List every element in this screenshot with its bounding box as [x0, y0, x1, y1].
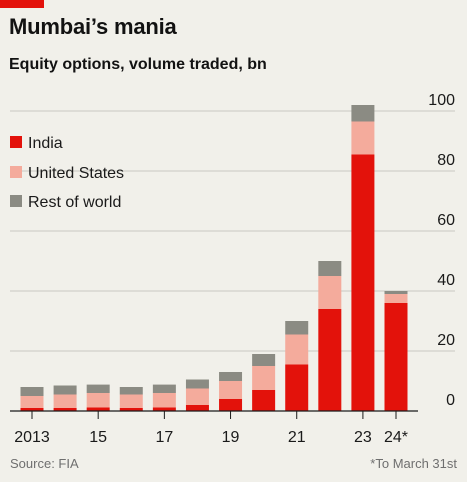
bar-segment-rest-of-world [252, 354, 276, 366]
y-tick-label: 100 [428, 92, 455, 109]
chart-subtitle: Equity options, volume traded, bn [9, 56, 267, 73]
footnote: *To March 31st [370, 456, 457, 471]
bar-segment-united-states [318, 276, 342, 309]
x-tick-label: 15 [89, 429, 107, 446]
bar-segment-rest-of-world [152, 384, 176, 393]
bar-segment-india [53, 408, 77, 411]
bar-segment-rest-of-world [219, 372, 243, 381]
y-tick-label: 60 [437, 212, 455, 229]
x-tick-label: 19 [222, 429, 240, 446]
bar-segment-rest-of-world [285, 321, 309, 335]
bar-segment-united-states [86, 393, 110, 408]
y-tick-label: 0 [446, 392, 455, 409]
y-tick-label: 40 [437, 272, 455, 289]
bar-segment-rest-of-world [53, 385, 77, 395]
bar-segment-india [351, 154, 375, 411]
bar-segment-india [252, 390, 276, 411]
bar-segment-rest-of-world [119, 387, 143, 395]
bar-segment-rest-of-world [351, 105, 375, 122]
legend-label: India [28, 135, 63, 152]
bar-segment-rest-of-world [86, 384, 110, 393]
chart-title: Mumbai’s mania [9, 14, 177, 39]
bar-segment-united-states [185, 388, 209, 405]
bar-segment-india [20, 408, 44, 411]
bar-segment-united-states [219, 381, 243, 399]
legend-label: Rest of world [28, 194, 121, 211]
legend-swatch [10, 136, 22, 148]
legend-swatch [10, 195, 22, 207]
bar-segment-united-states [53, 394, 77, 408]
bar-segment-united-states [285, 334, 309, 365]
legend-label: United States [28, 165, 124, 182]
legend-swatch [10, 166, 22, 178]
bar-segment-united-states [119, 394, 143, 408]
bar-segment-india [86, 407, 110, 411]
bar-segment-india [152, 407, 176, 411]
x-tick-label: 21 [288, 429, 306, 446]
bar-segment-united-states [252, 366, 276, 390]
bar-segment-united-states [20, 396, 44, 408]
bar-segment-united-states [152, 393, 176, 408]
y-tick-label: 20 [437, 332, 455, 349]
x-tick-label: 17 [155, 429, 173, 446]
bar-segment-india [119, 408, 143, 411]
bar-segment-rest-of-world [384, 291, 408, 294]
source-note: Source: FIA [10, 456, 79, 471]
bar-segment-united-states [351, 121, 375, 155]
bar-segment-india [219, 399, 243, 411]
brand-tab [0, 0, 44, 8]
x-tick-label: 24* [384, 429, 408, 446]
bar-segment-india [185, 405, 209, 411]
bar-segment-rest-of-world [185, 379, 209, 389]
bar-segment-india [384, 303, 408, 411]
bar-segment-rest-of-world [20, 387, 44, 396]
x-tick-label: 2013 [14, 429, 50, 446]
y-tick-label: 80 [437, 152, 455, 169]
x-tick-label: 23 [354, 429, 372, 446]
bar-segment-india [318, 309, 342, 411]
bar-segment-india [285, 364, 309, 411]
bar-segment-united-states [384, 294, 408, 303]
bar-segment-rest-of-world [318, 261, 342, 276]
